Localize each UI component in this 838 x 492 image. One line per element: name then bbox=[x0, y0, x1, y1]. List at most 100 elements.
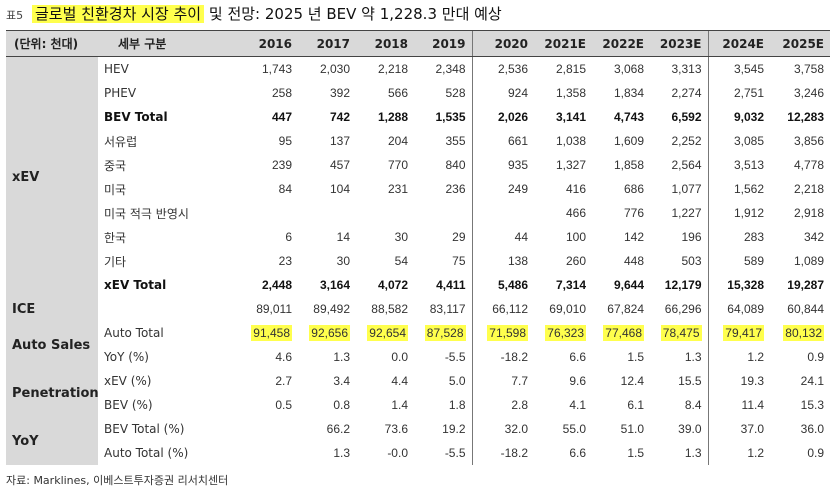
value-cell: 92,654 bbox=[356, 321, 414, 345]
value-cell: 260 bbox=[565, 254, 586, 268]
value-cell: 76,323 bbox=[534, 321, 592, 345]
year-header: 2017 bbox=[298, 30, 356, 57]
value-cell: 15,328 bbox=[707, 273, 770, 297]
value-cell: 142 bbox=[623, 230, 644, 244]
table-row: 한국 6 14 30 29 44 100 142 196 283 342 bbox=[6, 225, 830, 249]
value-cell: 1,358 bbox=[555, 86, 586, 100]
value-cell: 416 bbox=[565, 182, 586, 196]
value-cell: 7,314 bbox=[555, 278, 586, 292]
value-cell: 77,468 bbox=[592, 321, 650, 345]
value-cell: 1.3 bbox=[333, 350, 350, 364]
source-note: 자료: Marklines, 이베스트투자증권 리서치센터 bbox=[6, 474, 229, 487]
row-label: HEV bbox=[104, 62, 129, 76]
value-cell: 80,132 bbox=[770, 321, 830, 345]
value-cell: 2,274 bbox=[671, 86, 702, 100]
value-cell: 8.4 bbox=[684, 398, 702, 412]
value-cell: 84 bbox=[278, 182, 292, 196]
value-cell: 1.5 bbox=[627, 350, 644, 364]
value-cell: 4,778 bbox=[793, 158, 824, 172]
value-cell: 770 bbox=[387, 158, 408, 172]
row-label: xEV Total bbox=[104, 278, 167, 292]
value-cell: 3.4 bbox=[333, 374, 350, 388]
row-label: 중국 bbox=[104, 158, 127, 173]
value-cell: 5.0 bbox=[448, 374, 466, 388]
value-cell: -0.0 bbox=[387, 446, 408, 460]
value-cell: 258 bbox=[271, 86, 292, 100]
value-cell: 3,856 bbox=[793, 134, 824, 148]
value-cell bbox=[236, 417, 298, 441]
table-row: PHEV 258 392 566 528 924 1,358 1,834 2,274 2,751 3… bbox=[6, 81, 830, 105]
highlighted-value: 71,598 bbox=[487, 325, 528, 341]
value-cell: 239 bbox=[271, 158, 292, 172]
value-cell: 83,117 bbox=[429, 302, 466, 316]
value-cell: 1,227 bbox=[671, 206, 702, 220]
table-row: 기타 23 30 54 75 138 260 448 503 589 1,089 bbox=[6, 249, 830, 273]
value-cell: 1.3 bbox=[333, 446, 350, 460]
table-row: Auto Sales Auto Total 91,458 92,656 92,654 87… bbox=[6, 321, 830, 369]
value-cell: 392 bbox=[329, 86, 350, 100]
value-cell: 204 bbox=[387, 134, 408, 148]
value-cell: 71,598 bbox=[471, 321, 534, 345]
category-header: 세부 구분 bbox=[98, 30, 236, 57]
year-header: 2018 bbox=[356, 30, 414, 57]
value-cell: 1.4 bbox=[391, 398, 408, 412]
highlighted-value: 77,468 bbox=[603, 325, 644, 341]
value-cell: 231 bbox=[387, 182, 408, 196]
value-cell: 457 bbox=[329, 158, 350, 172]
value-cell bbox=[298, 201, 356, 225]
value-cell: 742 bbox=[329, 110, 350, 124]
value-cell: 78,475 bbox=[650, 321, 708, 345]
group-label: Penetration bbox=[6, 369, 99, 417]
value-cell: 2,218 bbox=[793, 182, 824, 196]
table-row: Penetration xEV (%) 2.7 3.4 4.4 5.0 7.7 9.6 12.4… bbox=[6, 369, 830, 417]
table-row: 미국 적극 반영시 466 776 1,227 1,912 2,918 bbox=[6, 201, 830, 225]
value-cell: 44 bbox=[471, 225, 534, 249]
value-cell: 1,912 bbox=[707, 201, 770, 225]
value-cell: 15.3 bbox=[800, 398, 824, 412]
value-cell: 1,858 bbox=[613, 158, 644, 172]
value-cell: 32.0 bbox=[471, 417, 534, 441]
year-header: 2020 bbox=[471, 30, 534, 57]
value-cell: 2,218 bbox=[377, 62, 408, 76]
value-cell: 935 bbox=[471, 153, 534, 177]
value-cell: 24.1 bbox=[800, 374, 824, 388]
value-cell: 64,089 bbox=[707, 297, 770, 321]
value-cell: 355 bbox=[445, 134, 466, 148]
row-label: BEV (%) bbox=[104, 398, 153, 412]
table-row: 서유럽 95 137 204 355 661 1,038 1,609 2,252 3,085 3,8… bbox=[6, 129, 830, 153]
value-cell: 9,032 bbox=[707, 105, 770, 129]
value-cell: 1.3 bbox=[684, 350, 702, 364]
row-label: 한국 bbox=[104, 230, 127, 245]
value-cell: 447 bbox=[271, 110, 292, 124]
highlighted-value: 92,654 bbox=[367, 325, 408, 341]
table-row: 중국 239 457 770 840 935 1,327 1,858 2,564 3,513 4,7… bbox=[6, 153, 830, 177]
value-cell: 0.5 bbox=[275, 398, 292, 412]
highlighted-value: 79,417 bbox=[723, 325, 764, 341]
highlighted-value: 91,458 bbox=[251, 325, 292, 341]
highlighted-value: 92,656 bbox=[309, 325, 350, 341]
row-label: 서유럽 bbox=[104, 134, 138, 149]
value-cell: 1,834 bbox=[613, 86, 644, 100]
value-cell: 54 bbox=[394, 254, 408, 268]
table-title: 글로벌 친환경차 시장 추이 및 전망: 2025 년 BEV 약 1,228.… bbox=[32, 3, 502, 24]
value-cell: 55.0 bbox=[562, 422, 586, 436]
value-cell: 12.4 bbox=[620, 374, 644, 388]
value-cell: 2.8 bbox=[471, 393, 534, 417]
value-cell bbox=[414, 201, 472, 225]
value-cell: 249 bbox=[471, 177, 534, 201]
value-cell: 1,743 bbox=[261, 62, 292, 76]
year-header: 2019 bbox=[414, 30, 472, 57]
value-cell: 51.0 bbox=[620, 422, 644, 436]
group-label: YoY bbox=[6, 417, 98, 465]
value-cell: 466 bbox=[565, 206, 586, 220]
value-cell: 19.3 bbox=[707, 369, 770, 393]
value-cell: -5.5 bbox=[444, 350, 466, 364]
value-cell: 6.1 bbox=[627, 398, 644, 412]
group-label: ICE bbox=[6, 297, 98, 321]
value-cell: 79,417 bbox=[707, 321, 770, 345]
value-cell: 2.7 bbox=[275, 374, 292, 388]
highlighted-value: 87,528 bbox=[424, 325, 466, 341]
value-cell: 1,562 bbox=[707, 177, 770, 201]
value-cell: 776 bbox=[623, 206, 644, 220]
value-cell: -5.5 bbox=[444, 446, 466, 460]
